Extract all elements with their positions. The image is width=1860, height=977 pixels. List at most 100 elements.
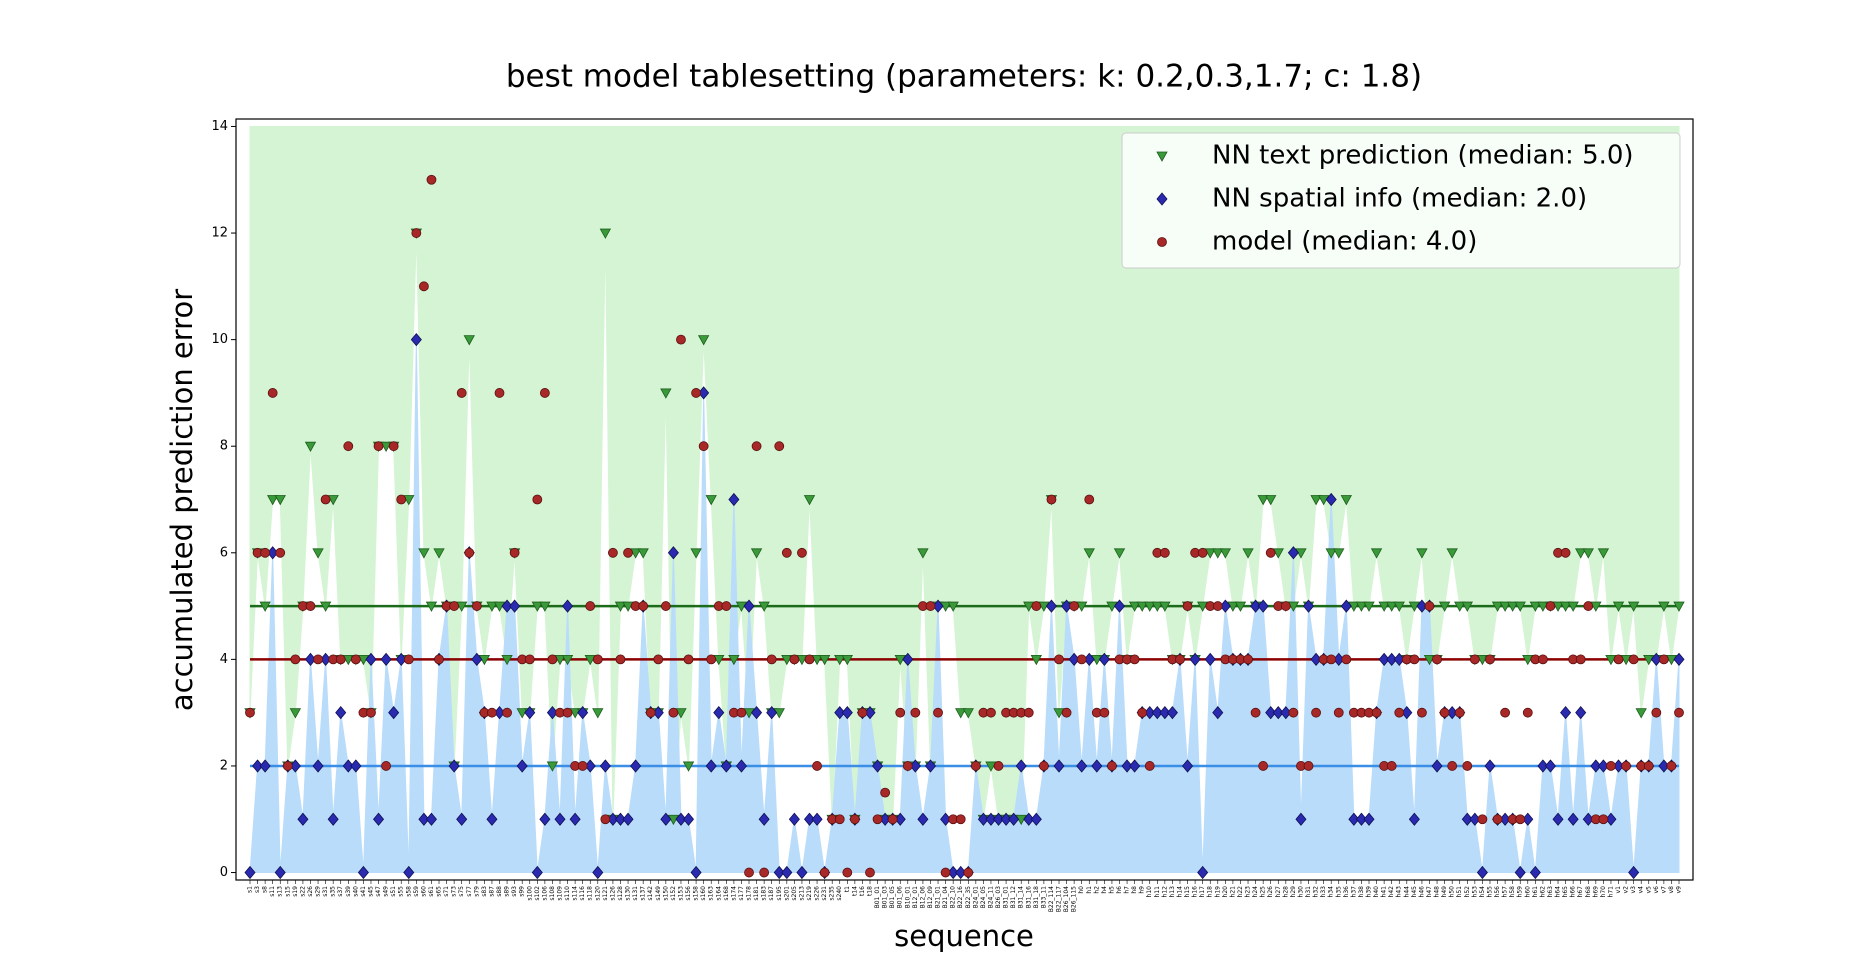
data-point (1386, 652, 1398, 666)
x-tick-label: h42 (1388, 886, 1395, 898)
x-tick-label: s226 (814, 886, 821, 901)
data-point (925, 601, 936, 611)
x-tick-label: h26 (1267, 886, 1274, 898)
x-tick-label: h69 (1592, 886, 1599, 898)
x-tick-label: h7 (1124, 886, 1131, 894)
x-tick-label: s55 (398, 886, 405, 897)
data-point (327, 495, 339, 506)
y-tick-label: 0 (220, 865, 228, 880)
data-point (274, 495, 286, 506)
data-point (872, 814, 883, 825)
x-tick-label: h44 (1403, 886, 1410, 898)
data-point (554, 812, 566, 826)
x-tick-label: h9 (1139, 886, 1146, 894)
chart-title: best model tablesetting (parameters: k: … (506, 59, 1422, 95)
data-point (1348, 812, 1360, 826)
x-tick-label: s100 (526, 886, 533, 901)
data-point (1537, 759, 1549, 773)
data-point (1113, 599, 1126, 613)
data-point (811, 812, 823, 826)
x-tick-label: h56 (1494, 886, 1501, 898)
x-tick-label: s114 (572, 886, 579, 901)
data-point (1310, 495, 1322, 506)
data-point (955, 708, 967, 719)
x-tick-label: h31 (1305, 886, 1312, 898)
x-tick-label: s178 (746, 886, 753, 901)
data-point (963, 867, 974, 878)
data-point (1552, 812, 1564, 826)
data-point (1311, 707, 1321, 718)
data-point (1515, 814, 1526, 825)
data-point (660, 388, 672, 399)
data-point (1151, 601, 1163, 612)
data-point (803, 812, 816, 826)
data-point (1076, 654, 1087, 665)
data-point (1538, 654, 1548, 665)
x-tick-label: h8 (1131, 886, 1138, 894)
x-tick-label: B12_01 (912, 886, 919, 909)
x-tick-label: B31_18 (1033, 886, 1040, 909)
y-tick-label: 2 (220, 758, 228, 773)
x-tick-label: s108 (549, 886, 556, 901)
data-point (1613, 654, 1624, 665)
x-tick-label: h24 (1252, 886, 1259, 898)
data-point (380, 652, 392, 666)
legend-label: NN text prediction (median: 5.0) (1212, 141, 1634, 171)
x-tick-label: s163 (708, 886, 715, 901)
x-tick-label: s152 (670, 886, 677, 901)
x-tick-label: h51 (1456, 886, 1463, 898)
x-tick-label: h30 (1297, 886, 1304, 898)
x-tick-label: h27 (1275, 886, 1282, 898)
data-point (1098, 652, 1110, 666)
data-point (842, 867, 853, 878)
x-tick-label: h66 (1570, 886, 1577, 898)
x-tick-label: v2 (1623, 886, 1630, 894)
data-point (584, 654, 596, 666)
data-point (1243, 654, 1253, 665)
x-tick-label: B21_04 (942, 886, 949, 909)
data-point (630, 759, 642, 773)
data-point (1258, 761, 1269, 771)
x-tick-label: h25 (1260, 886, 1267, 898)
data-point (1144, 761, 1155, 771)
x-tick-label: s31 (322, 886, 329, 897)
x-tick-label: h52 (1464, 886, 1471, 898)
data-point (1446, 548, 1458, 559)
data-point (1522, 707, 1533, 718)
data-point (282, 761, 293, 771)
data-point (448, 759, 460, 773)
data-point (955, 814, 966, 825)
x-tick-label: B22_117 (1056, 886, 1063, 912)
x-tick-label: s142 (647, 886, 654, 901)
data-point (1499, 601, 1511, 612)
data-point (638, 601, 649, 611)
data-point (796, 654, 808, 666)
data-point (1137, 707, 1148, 718)
data-point (933, 707, 943, 718)
data-point (1303, 761, 1314, 771)
x-tick-label: h14 (1176, 886, 1183, 898)
data-point (1476, 654, 1489, 666)
data-point (750, 548, 763, 559)
x-tick-label: B22_10 (950, 886, 957, 909)
x-tick-label: h38 (1358, 886, 1365, 898)
data-point (1417, 707, 1427, 718)
data-point (585, 601, 596, 611)
data-point (645, 707, 656, 718)
data-point (1506, 601, 1519, 612)
data-point (267, 495, 279, 506)
x-tick-label: s59 (413, 886, 420, 897)
data-point (1393, 601, 1405, 612)
x-tick-label: s195 (776, 886, 783, 901)
data-point (1053, 708, 1065, 719)
data-point (297, 812, 309, 826)
x-tick-label: s150 (662, 886, 669, 901)
data-point (615, 654, 626, 665)
data-point (244, 865, 256, 880)
data-point (1159, 706, 1171, 720)
x-tick-label: h57 (1502, 886, 1509, 898)
x-tick-label: s75 (458, 886, 465, 897)
x-tick-label: s45 (367, 886, 374, 897)
data-point (713, 706, 725, 720)
x-tick-label: h0 (1078, 886, 1085, 894)
